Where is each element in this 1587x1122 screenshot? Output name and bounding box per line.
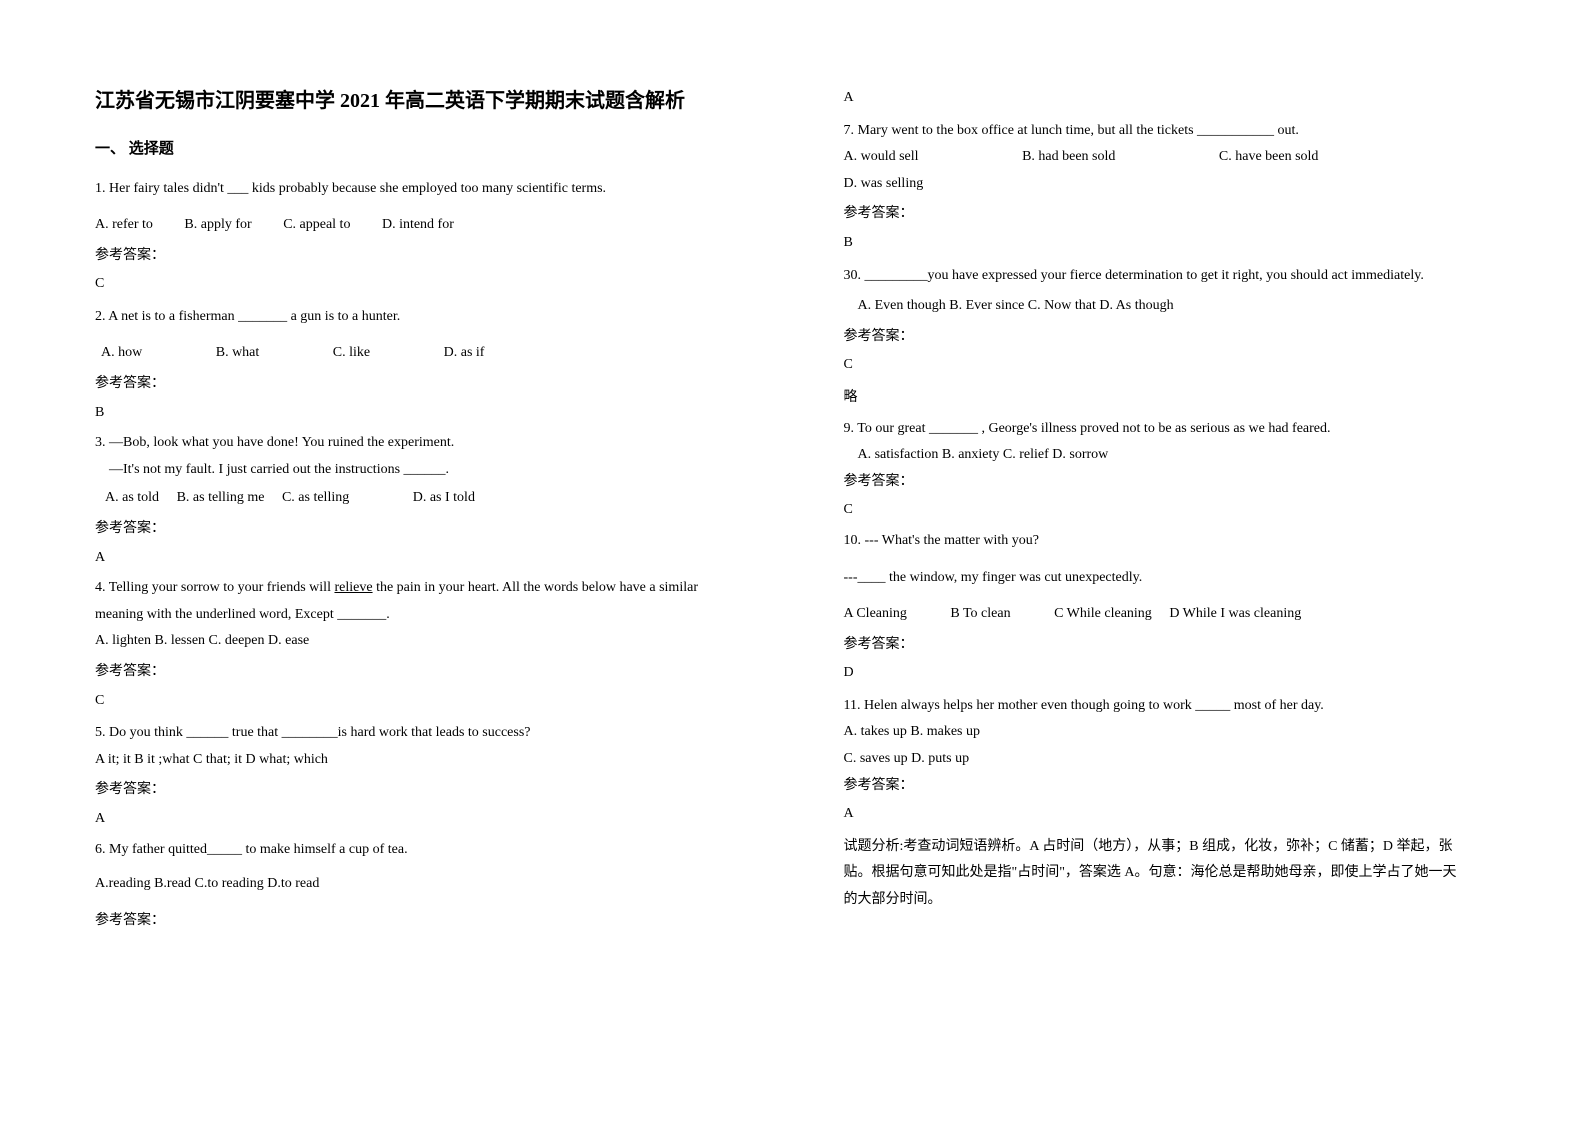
q4-l1-post: the pain in your heart. All the words be… [373,580,698,595]
q4-l1-pre: 4. Telling your sorrow to your friends w… [95,580,334,595]
q10-options: A Cleaning B To clean C While cleaning D… [844,601,1493,628]
q3-line2: —It's not my fault. I just carried out t… [95,457,744,484]
q8-extra: 略 [844,385,1493,412]
q2-opt-d: D. as if [444,340,485,367]
q5-answer: A [95,806,744,833]
q8-line1: 30. _________you have expressed your fie… [844,263,1493,290]
q2-opt-a: A. how [101,340,142,367]
q2-stem: 2. A net is to a fisherman _______ a gun… [95,304,744,331]
q4-line1: 4. Telling your sorrow to your friends w… [95,575,744,602]
q1-opt-d: D. intend for [382,212,454,239]
section-heading: 一、 选择题 [95,135,744,164]
answer-label: 参考答案： [844,773,1493,800]
question-4: 4. Telling your sorrow to your friends w… [95,575,744,714]
q5-stem: 5. Do you think ______ true that _______… [95,720,744,747]
q10-opt-b: B To clean [950,601,1010,628]
answer-label: 参考答案： [95,777,744,804]
answer-label: 参考答案： [95,243,744,270]
answer-label: 参考答案： [95,908,744,935]
q2-opt-b: B. what [216,340,260,367]
q11-opts-row2: C. saves up D. puts up [844,746,1493,773]
q7-opt-c: C. have been sold [1219,144,1319,171]
q7-opt-a: A. would sell [844,144,919,171]
q10-opt-d: D While I was cleaning [1169,601,1301,628]
q1-opt-c: C. appeal to [283,212,350,239]
question-8: 30. _________you have expressed your fie… [844,263,1493,412]
q7-opt-b: B. had been sold [1022,144,1115,171]
q3-opt-a: A. as told [105,485,159,512]
answer-label: 参考答案： [95,516,744,543]
q3-options: A. as told B. as telling me C. as tellin… [95,485,744,512]
q10-opt-a: A Cleaning [844,601,907,628]
q1-answer: C [95,271,744,298]
q1-opt-a: A. refer to [95,212,153,239]
q10-answer: D [844,660,1493,687]
q6-stem: 6. My father quitted_____ to make himsel… [95,837,744,864]
q4-line2: meaning with the underlined word, Except… [95,602,744,629]
q10-line1: 10. --- What's the matter with you? [844,528,1493,555]
q3-opt-d: D. as I told [413,485,475,512]
q6-answer: A [844,85,1493,112]
answer-label: 参考答案： [844,469,1493,496]
q11-stem: 11. Helen always helps her mother even t… [844,693,1493,720]
q7-options: A. would sell B. had been sold C. have b… [844,144,1493,197]
q4-answer: C [95,688,744,715]
question-10: 10. --- What's the matter with you? ---_… [844,528,1493,687]
q3-opt-c: C. as telling [282,485,349,512]
q11-opts-row1: A. takes up B. makes up [844,719,1493,746]
question-5: 5. Do you think ______ true that _______… [95,720,744,832]
q2-options: A. how B. what C. like D. as if [95,340,744,367]
answer-label: 参考答案： [844,201,1493,228]
right-column: A 7. Mary went to the box office at lunc… [794,0,1587,1122]
q3-opt-b: B. as telling me [177,485,265,512]
left-column: 江苏省无锡市江阴要塞中学 2021 年高二英语下学期期末试题含解析 一、 选择题… [0,0,794,1122]
q11-explain-2: 贴。根据句意可知此处是指"占时间"，答案选 A。句意：海伦总是帮助她母亲，即使上… [844,860,1493,887]
question-9: 9. To our great _______ , George's illne… [844,416,1493,524]
q11-answer: A [844,801,1493,828]
q4-underlined: relieve [334,580,372,595]
q3-answer: A [95,545,744,572]
q7-stem: 7. Mary went to the box office at lunch … [844,118,1493,145]
q11-explain-1: 试题分析:考查动词短语辨析。A 占时间（地方），从事；B 组成，化妆，弥补；C … [844,834,1493,861]
q11-explain-3: 的大部分时间。 [844,887,1493,914]
answer-label: 参考答案： [95,659,744,686]
question-1: 1. Her fairy tales didn't ___ kids proba… [95,176,744,298]
answer-label: 参考答案： [95,371,744,398]
q1-options: A. refer to B. apply for C. appeal to D.… [95,212,744,239]
question-3: 3. —Bob, look what you have done! You ru… [95,430,744,571]
q10-line2: ---____ the window, my finger was cut un… [844,565,1493,592]
q1-opt-b: B. apply for [184,212,251,239]
answer-label: 参考答案： [844,324,1493,351]
q9-options: A. satisfaction B. anxiety C. relief D. … [844,442,1493,469]
q8-answer: C [844,352,1493,379]
question-6: 6. My father quitted_____ to make himsel… [95,837,744,935]
q7-answer: B [844,230,1493,257]
q7-opt-d: D. was selling [844,171,924,198]
q9-stem: 9. To our great _______ , George's illne… [844,416,1493,443]
q3-line1: 3. —Bob, look what you have done! You ru… [95,430,744,457]
exam-title: 江苏省无锡市江阴要塞中学 2021 年高二英语下学期期末试题含解析 [95,85,744,117]
question-7: 7. Mary went to the box office at lunch … [844,118,1493,257]
answer-label: 参考答案： [844,632,1493,659]
q2-answer: B [95,400,744,427]
q5-options: A it; it B it ;what C that; it D what; w… [95,747,744,774]
question-2: 2. A net is to a fisherman _______ a gun… [95,304,744,426]
question-11: 11. Helen always helps her mother even t… [844,693,1493,914]
q4-options: A. lighten B. lessen C. deepen D. ease [95,628,744,655]
q8-options: A. Even though B. Ever since C. Now that… [844,293,1493,320]
q1-stem: 1. Her fairy tales didn't ___ kids proba… [95,176,744,203]
q6-options: A.reading B.read C.to reading D.to read [95,871,744,898]
q9-answer: C [844,497,1493,524]
q2-opt-c: C. like [333,340,370,367]
q10-opt-c: C While cleaning [1054,601,1152,628]
